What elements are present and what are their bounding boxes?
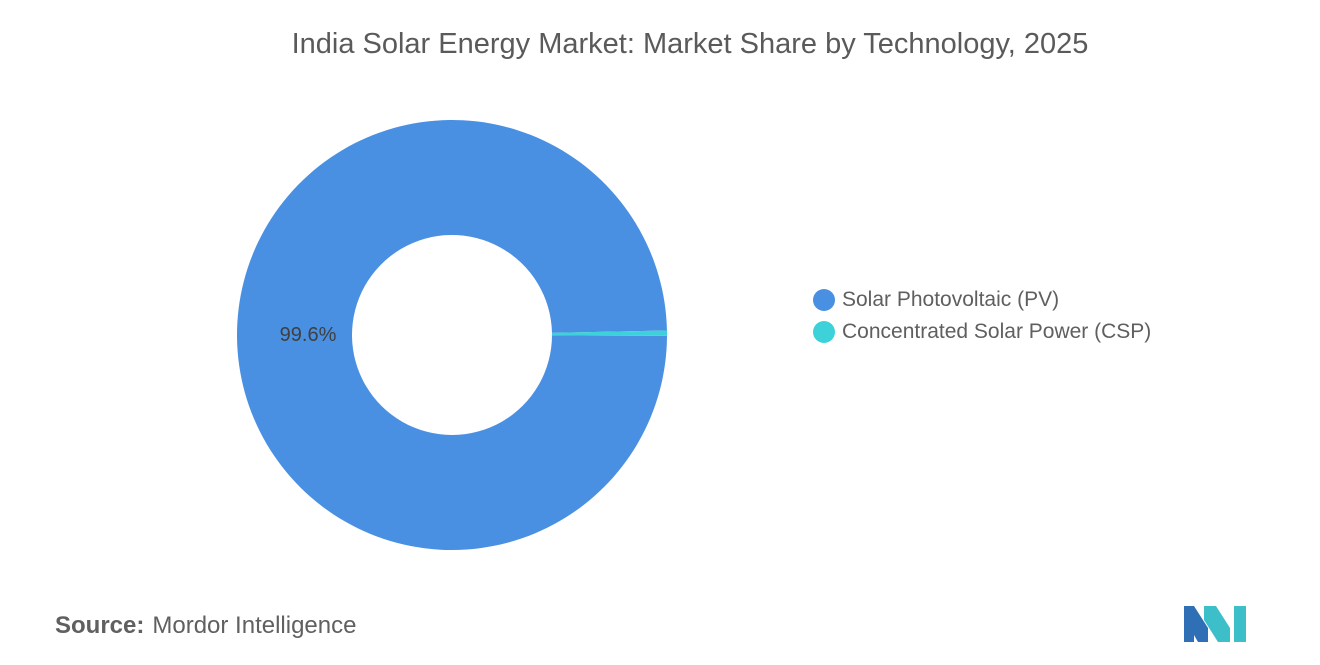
legend-label-pv: Solar Photovoltaic (PV) xyxy=(842,288,1060,311)
legend-item-pv: Solar Photovoltaic (PV) xyxy=(813,284,1151,316)
donut-slices xyxy=(236,120,667,551)
legend-swatch-pv xyxy=(813,289,835,311)
legend-item-csp: Concentrated Solar Power (CSP) xyxy=(813,316,1151,348)
data-label-pv: 99.6% xyxy=(280,324,337,346)
chart-legend: Solar Photovoltaic (PV) Concentrated Sol… xyxy=(813,284,1151,348)
donut-data-labels: 99.6% xyxy=(280,324,337,346)
source-text: Mordor Intelligence xyxy=(152,612,357,639)
legend-swatch-csp xyxy=(813,321,835,343)
donut-slice-pv xyxy=(236,120,667,551)
source-label: Source: xyxy=(55,612,145,639)
chart-title: India Solar Energy Market: Market Share … xyxy=(291,28,1089,60)
source-line: Source: Mordor Intelligence xyxy=(55,612,356,640)
mordor-intelligence-logo xyxy=(1184,606,1246,642)
legend-label-csp: Concentrated Solar Power (CSP) xyxy=(842,320,1152,343)
donut-slice-csp xyxy=(551,330,667,336)
